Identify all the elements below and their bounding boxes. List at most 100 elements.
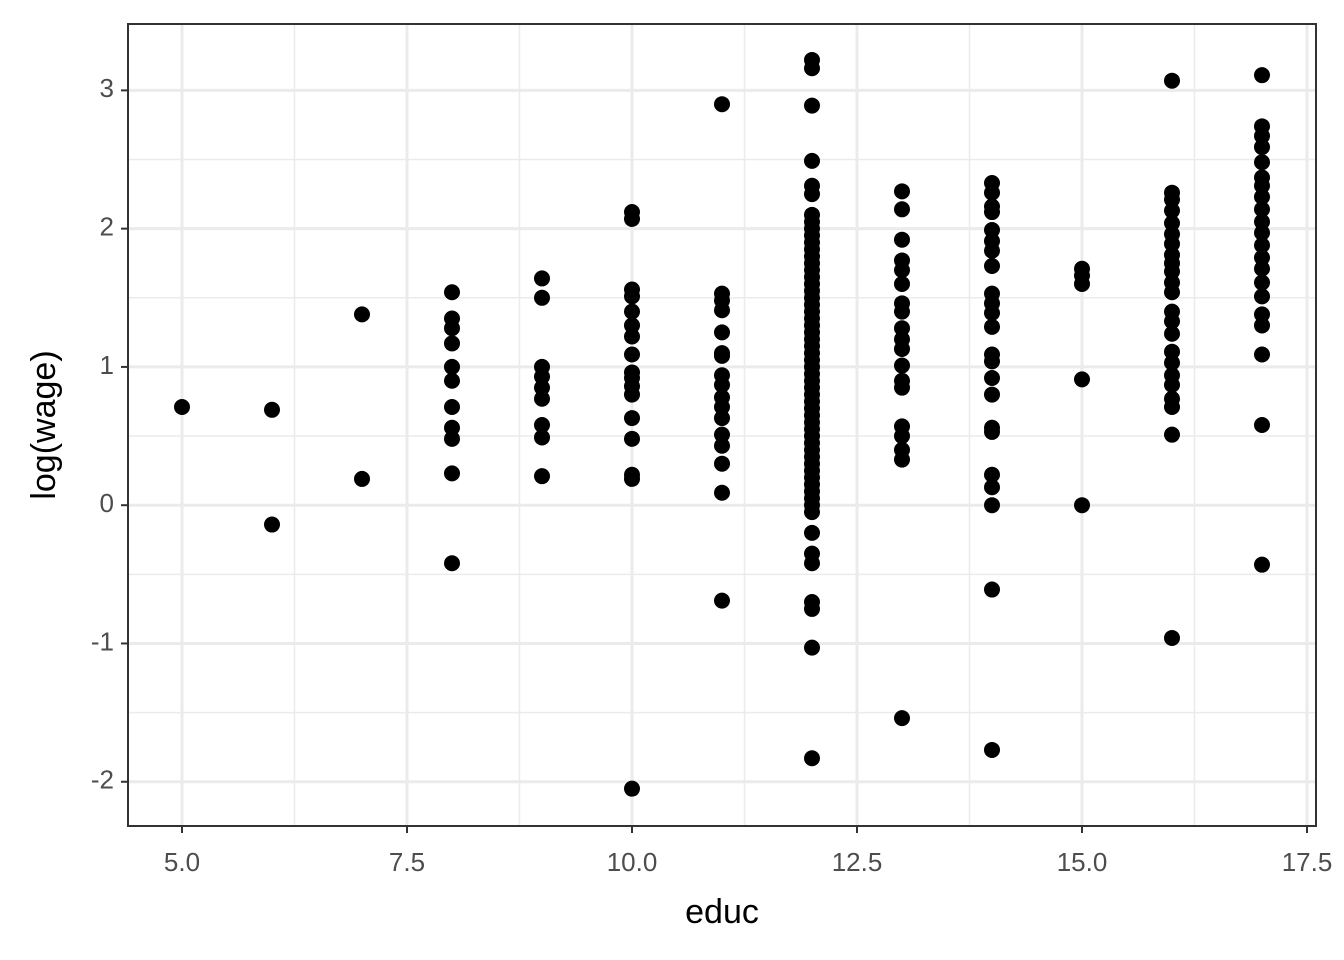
point [1164, 72, 1180, 89]
y-axis-title: log(wage) [25, 350, 63, 499]
point [1164, 235, 1180, 252]
point [804, 524, 820, 541]
point [1254, 556, 1270, 573]
point [1164, 191, 1180, 208]
point [1074, 497, 1090, 514]
point [1254, 128, 1270, 145]
point [1254, 237, 1270, 254]
point [444, 465, 460, 482]
point [1164, 202, 1180, 219]
point [264, 401, 280, 418]
point [1254, 154, 1270, 171]
point [1164, 426, 1180, 443]
point [534, 289, 550, 306]
point [354, 306, 370, 323]
point [714, 437, 730, 454]
point [624, 317, 640, 334]
point [1164, 343, 1180, 360]
point [714, 324, 730, 341]
x-tick-label: 10.0 [607, 847, 658, 877]
y-tick-label: 1 [100, 350, 114, 380]
y-tick-label: 0 [100, 488, 114, 518]
point [1254, 213, 1270, 230]
point [444, 430, 460, 447]
point [1164, 325, 1180, 342]
point [714, 426, 730, 443]
point [1164, 629, 1180, 646]
point [444, 358, 460, 375]
y-tick-label: -2 [91, 765, 114, 795]
point [534, 368, 550, 385]
point [984, 423, 1000, 440]
point [894, 379, 910, 396]
point [1254, 417, 1270, 433]
x-tick-label: 17.5 [1282, 847, 1333, 877]
point [894, 303, 910, 320]
point [1164, 284, 1180, 301]
x-axis-title: educ [685, 893, 759, 931]
point [1074, 275, 1090, 292]
point [1254, 260, 1270, 277]
point [804, 60, 820, 77]
point [984, 386, 1000, 403]
point [534, 270, 550, 287]
point [894, 201, 910, 218]
point [804, 555, 820, 572]
x-tick-label: 12.5 [832, 847, 883, 877]
y-tick-label: 2 [100, 212, 114, 242]
point [984, 204, 1000, 221]
point [1074, 371, 1090, 388]
point [894, 231, 910, 248]
point [984, 479, 1000, 496]
point [1164, 215, 1180, 232]
point [804, 152, 820, 169]
point [354, 470, 370, 487]
point [534, 468, 550, 485]
point [444, 372, 460, 389]
point [714, 347, 730, 364]
point [1254, 317, 1270, 334]
point [624, 410, 640, 427]
point [984, 369, 1000, 386]
point [804, 600, 820, 617]
point [1164, 354, 1180, 371]
point [624, 430, 640, 447]
point [624, 780, 640, 797]
point [444, 320, 460, 337]
point [624, 386, 640, 403]
point [444, 419, 460, 436]
point [984, 581, 1000, 598]
point [624, 470, 640, 487]
point [804, 639, 820, 656]
point [1164, 376, 1180, 393]
x-tick-label: 7.5 [389, 847, 425, 877]
point [1254, 67, 1270, 84]
panel-border [127, 23, 1317, 827]
point [714, 592, 730, 609]
point [714, 399, 730, 416]
point [894, 262, 910, 279]
point [1254, 306, 1270, 323]
point [1254, 346, 1270, 363]
x-tick-label: 15.0 [1057, 847, 1108, 877]
point [1254, 139, 1270, 156]
point [984, 242, 1000, 259]
point [1164, 313, 1180, 330]
point [624, 210, 640, 227]
point [1164, 399, 1180, 416]
point [1164, 263, 1180, 280]
point [984, 741, 1000, 758]
x-tick-label: 5.0 [164, 847, 200, 877]
point [984, 304, 1000, 321]
point [714, 96, 730, 113]
point [174, 399, 190, 416]
y-tick-label: 3 [100, 73, 114, 103]
point [714, 484, 730, 501]
point [894, 183, 910, 200]
point [714, 302, 730, 319]
point [624, 328, 640, 345]
point [984, 222, 1000, 239]
point [534, 417, 550, 433]
point [804, 186, 820, 203]
